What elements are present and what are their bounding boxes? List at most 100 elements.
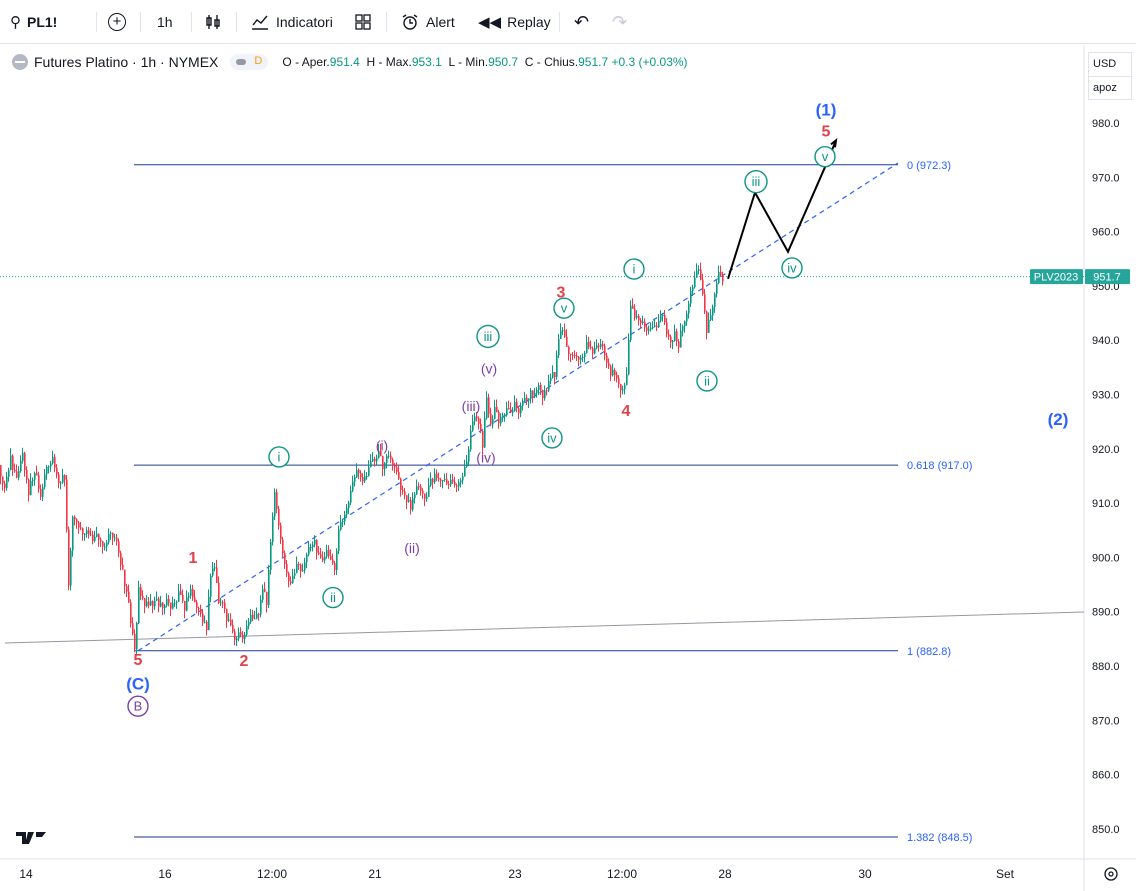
candle-body xyxy=(252,614,254,619)
candle-body xyxy=(10,455,12,471)
candle-body xyxy=(578,356,580,360)
candle-body xyxy=(238,632,240,639)
candle-body xyxy=(420,486,422,491)
candle-body xyxy=(112,532,114,538)
candle-body xyxy=(612,369,614,376)
candle-body xyxy=(636,316,638,318)
candle-body xyxy=(226,609,228,621)
candle-body xyxy=(272,516,274,542)
candle-body xyxy=(438,477,440,480)
legend-title[interactable]: Futures Platino · 1h · NYMEX xyxy=(34,54,219,70)
candle-body xyxy=(16,471,18,478)
time-tick-label: 14 xyxy=(19,867,33,881)
candle-body xyxy=(454,481,456,486)
candle-body xyxy=(58,474,60,484)
candle-body xyxy=(260,599,262,615)
currency-unit[interactable]: USD xyxy=(1089,53,1131,77)
symbol-label: PL1! xyxy=(27,14,58,30)
candle-body xyxy=(258,613,260,615)
indicators-button[interactable]: Indicatori xyxy=(250,0,333,44)
candle-body xyxy=(476,416,478,419)
wave-circle xyxy=(127,695,149,717)
candle-body xyxy=(38,475,40,489)
candle-body xyxy=(358,469,360,474)
candle-body xyxy=(70,550,72,586)
candle-body xyxy=(520,405,522,414)
high-label: H - Max. xyxy=(366,55,412,69)
open-label: O - Aper. xyxy=(282,55,330,69)
candle-body xyxy=(120,552,122,565)
high-value: 953.1 xyxy=(411,55,442,69)
candle-body xyxy=(282,539,284,554)
candle-body xyxy=(222,602,224,604)
symbol-search[interactable]: ⚲ PL1! xyxy=(10,0,57,44)
price-scale-mode[interactable]: apoz xyxy=(1093,82,1117,94)
change-value: +0.3 (+0.03%) xyxy=(611,55,688,69)
candle-body xyxy=(254,618,256,620)
candle-body xyxy=(262,589,264,600)
candle-body xyxy=(82,528,84,534)
candle-body xyxy=(488,397,490,414)
settings-gear-icon[interactable] xyxy=(1104,867,1118,881)
toolbar-divider xyxy=(140,12,141,32)
candle-body xyxy=(460,480,462,483)
undo-button[interactable]: ↶ xyxy=(574,0,589,44)
candle-body xyxy=(118,541,120,553)
compare-button[interactable]: + xyxy=(108,0,126,44)
chart-area[interactable]: 0 (972.3) 0.618 (917.0) 1 (882.8) 1.382 (84… xyxy=(0,45,1136,891)
currency-selector[interactable]: USD apoz xyxy=(1088,52,1132,100)
candle-body xyxy=(580,357,582,360)
candle-body xyxy=(68,529,70,586)
wave-label: (1) xyxy=(816,101,837,120)
layouts-button[interactable] xyxy=(354,0,372,44)
redo-button[interactable]: ↷ xyxy=(612,0,627,44)
candle-body xyxy=(128,591,130,603)
candle-body xyxy=(506,408,508,416)
price-tick-label: 910.0 xyxy=(1092,498,1120,510)
price-tick-label: 870.0 xyxy=(1092,715,1120,727)
alarm-clock-icon xyxy=(402,14,418,30)
candle-body xyxy=(436,473,438,478)
status-badge: D xyxy=(230,54,269,70)
candle-body xyxy=(602,344,604,347)
candle-body xyxy=(186,597,188,611)
candle-body xyxy=(270,541,272,570)
wave-circle xyxy=(322,586,344,609)
candle-body xyxy=(90,534,92,536)
alert-button[interactable]: Alert xyxy=(400,0,455,44)
candle-body xyxy=(378,450,380,458)
candle-body xyxy=(324,556,326,561)
candle-body xyxy=(720,271,722,275)
interval-button[interactable]: 1h xyxy=(157,0,173,44)
candle-body xyxy=(652,327,654,329)
candle-body xyxy=(628,339,630,375)
candle-body xyxy=(350,490,352,503)
candle-body xyxy=(204,622,206,624)
price-chart[interactable]: 0 (972.3) 0.618 (917.0) 1 (882.8) 1.382 (84… xyxy=(0,45,1136,891)
candle-body xyxy=(604,346,606,356)
candle-body xyxy=(344,514,346,522)
time-tick-label: 12:00 xyxy=(607,867,637,881)
candle-body xyxy=(646,327,648,331)
chart-type-button[interactable] xyxy=(204,0,222,44)
candle-body xyxy=(174,602,176,604)
candle-body xyxy=(380,450,382,456)
candle-body xyxy=(680,330,682,348)
wave-label: (iii) xyxy=(462,398,481,414)
candle-body xyxy=(78,522,80,528)
candle-body xyxy=(610,366,612,376)
candle-body xyxy=(302,570,304,572)
candle-body xyxy=(496,406,498,413)
search-icon: ⚲ xyxy=(10,14,21,31)
candle-body xyxy=(660,316,662,321)
candle-body xyxy=(518,408,520,414)
candle-body xyxy=(52,456,54,464)
candle-body xyxy=(570,354,572,356)
candle-body xyxy=(158,598,160,607)
candle-body xyxy=(542,390,544,399)
candle-body xyxy=(706,311,708,333)
replay-button[interactable]: ◀◀ Replay xyxy=(478,0,551,44)
candle-body xyxy=(218,582,220,604)
candle-body xyxy=(116,537,118,542)
candle-body xyxy=(716,282,718,294)
